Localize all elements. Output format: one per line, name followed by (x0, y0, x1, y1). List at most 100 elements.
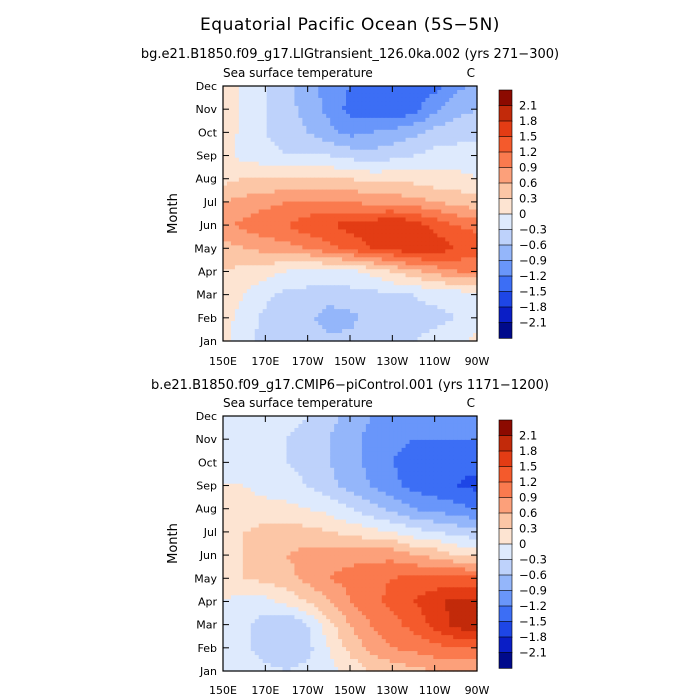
contour-cell (234, 121, 240, 127)
contour-cell (306, 301, 311, 306)
contour-cell (282, 281, 288, 286)
contour-cell (314, 241, 319, 246)
contour-cell (294, 133, 300, 139)
contour-cell (469, 285, 474, 290)
contour-cell (357, 451, 363, 457)
contour-cell (226, 117, 232, 123)
contour-cell (234, 427, 240, 433)
contour-cell (326, 337, 331, 342)
contour-cell (342, 257, 347, 262)
contour-cell (397, 197, 403, 203)
contour-cell (397, 225, 403, 231)
contour-cell (298, 261, 303, 266)
contour-cell (282, 149, 288, 155)
contour-cell (346, 455, 351, 461)
contour-cell (294, 233, 300, 238)
contour-cell (369, 161, 375, 167)
contour-cell (330, 97, 335, 103)
contour-cell (429, 265, 434, 270)
contour-cell (369, 447, 375, 453)
contour-cell (310, 435, 315, 441)
contour-cell (242, 229, 248, 235)
contour-cell (302, 105, 307, 111)
contour-cell (326, 173, 331, 179)
contour-cell (457, 245, 462, 250)
contour-cell (413, 273, 419, 278)
contour-cell (473, 133, 478, 139)
contour-cell (365, 443, 371, 449)
contour-cell (473, 423, 478, 429)
contour-cell (314, 289, 319, 294)
contour-cell (282, 329, 288, 334)
contour-cell (361, 133, 367, 139)
contour-cell (318, 273, 323, 278)
contour-cell (330, 439, 335, 445)
contour-cell (278, 435, 284, 441)
contour-cell (322, 129, 327, 135)
contour-cell (334, 229, 339, 235)
contour-cell (223, 233, 228, 238)
contour-cell (429, 241, 434, 246)
contour-cell (350, 221, 355, 227)
contour-cell (397, 447, 403, 453)
contour-cell (397, 451, 403, 457)
contour-cell (254, 141, 260, 147)
contour-cell (342, 157, 347, 163)
contour-cell (290, 169, 296, 175)
contour-cell (353, 149, 359, 155)
contour-cell (290, 177, 296, 183)
contour-cell (294, 125, 300, 131)
contour-cell (421, 447, 427, 453)
contour-cell (433, 133, 438, 139)
contour-cell (381, 209, 387, 215)
contour-cell (346, 451, 351, 457)
contour-cell (342, 185, 347, 191)
contour-cell (425, 205, 430, 211)
contour-cell (338, 241, 343, 246)
contour-cell (330, 273, 335, 278)
contour-cell (238, 101, 244, 107)
contour-cell (373, 185, 379, 191)
contour-cell (294, 313, 300, 318)
contour-cell (429, 157, 434, 163)
contour-cell (449, 149, 454, 155)
contour-cell (294, 281, 300, 286)
contour-cell (254, 333, 260, 338)
contour-cell (473, 193, 478, 199)
contour-cell (405, 431, 411, 437)
contour-cell (234, 113, 240, 119)
contour-cell (377, 217, 383, 223)
contour-cell (381, 181, 387, 187)
contour-cell (342, 221, 347, 227)
contour-cell (242, 209, 248, 215)
contour-cell (445, 273, 450, 278)
contour-cell (361, 121, 367, 127)
contour-cell (306, 447, 311, 453)
contour-cell (441, 161, 446, 167)
contour-cell (425, 261, 430, 266)
contour-cell (445, 317, 450, 322)
contour-cell (270, 221, 276, 227)
contour-cell (461, 165, 466, 171)
contour-cell (453, 241, 458, 246)
contour-cell (274, 121, 280, 127)
contour-cell (286, 189, 292, 195)
contour-cell (238, 329, 244, 334)
y-tick-label: Apr (198, 265, 218, 278)
contour-cell (290, 309, 296, 314)
contour-cell (437, 225, 442, 231)
contour-cell (369, 165, 375, 171)
contour-cell (377, 329, 383, 334)
contour-cell (457, 137, 462, 143)
contour-cell (393, 423, 399, 429)
contour-cell (461, 169, 466, 175)
contour-cell (310, 443, 315, 449)
contour-cell (381, 225, 387, 231)
contour-cell (401, 301, 407, 306)
contour-cell (330, 333, 335, 338)
contour-cell (334, 177, 339, 183)
contour-cell (425, 177, 430, 183)
contour-cell (350, 277, 355, 282)
contour-cell (318, 97, 323, 103)
contour-cell (449, 89, 454, 95)
